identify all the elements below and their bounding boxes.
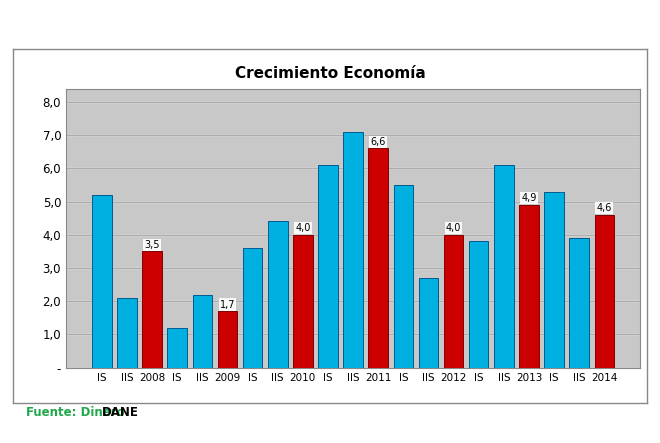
Text: 4,0: 4,0 bbox=[446, 223, 461, 233]
Bar bbox=[343, 132, 363, 368]
Bar bbox=[519, 205, 539, 368]
Bar bbox=[368, 148, 388, 368]
Bar bbox=[494, 165, 513, 368]
Bar bbox=[444, 235, 463, 368]
Bar bbox=[268, 222, 288, 368]
Bar bbox=[117, 298, 137, 368]
Bar bbox=[218, 311, 238, 368]
Text: 4,0: 4,0 bbox=[295, 223, 311, 233]
Text: 3,5: 3,5 bbox=[145, 240, 160, 250]
Bar bbox=[293, 235, 313, 368]
Text: 1,7: 1,7 bbox=[220, 299, 235, 310]
Bar bbox=[595, 215, 614, 368]
Bar bbox=[243, 248, 263, 368]
Text: Fuente: Dinero: Fuente: Dinero bbox=[26, 406, 129, 419]
Text: 6,6: 6,6 bbox=[370, 137, 386, 147]
Bar bbox=[418, 278, 438, 368]
Text: Crecimiento real 2008 - 2014: Crecimiento real 2008 - 2014 bbox=[187, 23, 427, 38]
Bar bbox=[143, 252, 162, 368]
Bar bbox=[193, 295, 212, 368]
Bar bbox=[168, 328, 187, 368]
Bar bbox=[469, 241, 488, 368]
Text: DANE: DANE bbox=[102, 406, 139, 419]
Text: Crecimiento Economía: Crecimiento Economía bbox=[234, 66, 426, 81]
Bar bbox=[570, 238, 589, 368]
Bar bbox=[318, 165, 338, 368]
Text: 4,6: 4,6 bbox=[597, 203, 612, 213]
Text: 4,9: 4,9 bbox=[521, 193, 537, 203]
Bar bbox=[544, 191, 564, 368]
Bar bbox=[92, 195, 112, 368]
Bar bbox=[393, 185, 413, 368]
